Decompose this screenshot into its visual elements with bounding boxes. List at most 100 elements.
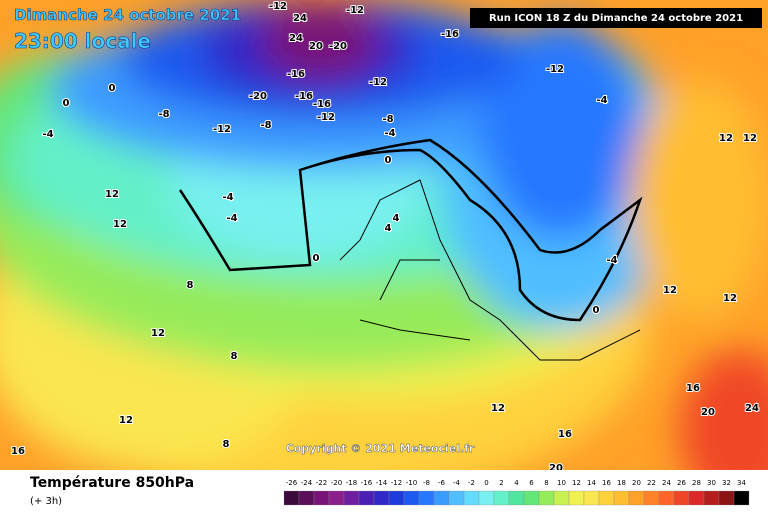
scale-label: -4 — [453, 479, 461, 487]
scale-swatch — [628, 490, 645, 506]
map-value-label: -12 — [546, 64, 564, 75]
scale-label: 14 — [587, 479, 596, 487]
map-value-label: 12 — [151, 328, 165, 339]
map-value-label: -4 — [384, 128, 395, 139]
map-value-label: -4 — [596, 95, 607, 106]
map-value-label: 4 — [385, 223, 392, 234]
map-value-label: 4 — [393, 213, 400, 224]
map-value-label: -12 — [269, 1, 287, 12]
scale-label: 6 — [529, 479, 534, 487]
map-value-label: 0 — [385, 155, 392, 166]
map-value-label: -16 — [441, 29, 459, 40]
map-value-label: 12 — [723, 293, 737, 304]
scale-label: 16 — [602, 479, 611, 487]
map-value-label: 8 — [231, 351, 238, 362]
scale-swatch — [553, 490, 570, 506]
map-value-label: -12 — [369, 77, 387, 88]
scale-swatch — [403, 490, 420, 506]
scale-label: 28 — [692, 479, 701, 487]
map-value-label: 20 — [309, 41, 323, 52]
scale-swatch — [613, 490, 630, 506]
map-value-label: -8 — [260, 120, 271, 131]
coastline — [339, 179, 641, 361]
scale-swatch — [703, 490, 720, 506]
map-value-label: 12 — [663, 285, 677, 296]
map-value-label: 20 — [549, 463, 563, 474]
map-value-label: -16 — [295, 91, 313, 102]
map-value-label: -8 — [382, 114, 393, 125]
map-value-label: 12 — [719, 133, 733, 144]
map-value-label: -8 — [158, 109, 169, 120]
scale-label: 18 — [617, 479, 626, 487]
map-value-label: 16 — [11, 446, 25, 457]
scale-label: -12 — [391, 479, 402, 487]
map-value-label: 20 — [701, 407, 715, 418]
scale-swatch — [343, 490, 360, 506]
map-value-label: -20 — [329, 41, 347, 52]
scale-label: 32 — [722, 479, 731, 487]
map-value-label: 8 — [223, 439, 230, 450]
scale-swatch — [568, 490, 585, 506]
color-scale: -26 -24 -22 -20 -18 -16 -14 -12 -10 -8 -6 -4 -2 0 2 4 6 8… — [283, 479, 750, 506]
scale-swatch — [463, 490, 480, 506]
isotherm-zero — [178, 138, 643, 322]
scale-swatch — [718, 490, 735, 506]
map-value-label: 0 — [63, 98, 70, 109]
scale-swatch — [523, 490, 540, 506]
scale-swatch — [688, 490, 705, 506]
map-value-label: 12 — [491, 403, 505, 414]
scale-swatch — [328, 490, 345, 506]
scale-swatch — [358, 490, 375, 506]
map-value-label: 24 — [745, 403, 759, 414]
scale-swatch — [478, 490, 495, 506]
scale-swatch — [418, 490, 435, 506]
map-value-label: 12 — [105, 189, 119, 200]
scale-label: 2 — [499, 479, 503, 487]
map-value-label: 12 — [743, 133, 757, 144]
map-value-label: 16 — [686, 383, 700, 394]
scale-swatch — [433, 490, 450, 506]
scale-label: -14 — [376, 479, 388, 487]
map-value-label: -4 — [222, 192, 233, 203]
scale-label: -26 — [286, 479, 298, 487]
scale-label: 24 — [662, 479, 671, 487]
scale-label: -22 — [316, 479, 327, 487]
map-value-label: 0 — [313, 253, 320, 264]
scale-label: -8 — [423, 479, 430, 487]
scale-swatch — [388, 490, 405, 506]
map-value-label: -16 — [287, 69, 305, 80]
scale-swatch — [583, 490, 600, 506]
footer-lead: (+ 3h) — [30, 496, 62, 507]
scale-label: 22 — [647, 479, 656, 487]
scale-label: 34 — [737, 479, 746, 487]
scale-label: -16 — [361, 479, 373, 487]
scale-swatch — [643, 490, 660, 506]
map-value-label: -16 — [313, 99, 331, 110]
scale-label: 30 — [707, 479, 716, 487]
map-value-label: -4 — [226, 213, 237, 224]
map-value-label: -12 — [213, 124, 231, 135]
scale-label: 10 — [557, 479, 566, 487]
scale-swatch — [538, 490, 555, 506]
map-value-label: -4 — [606, 255, 617, 266]
scale-label: -18 — [346, 479, 357, 487]
scale-label: -2 — [468, 479, 475, 487]
map-value-label: -20 — [249, 91, 267, 102]
scale-swatch — [658, 490, 675, 506]
scale-swatch — [373, 490, 390, 506]
map-value-label: 12 — [113, 219, 127, 230]
map-value-label: 0 — [109, 83, 116, 94]
scale-swatch — [598, 490, 615, 506]
scale-label: -6 — [438, 479, 446, 487]
scale-swatch — [508, 490, 525, 506]
date-label: Dimanche 24 octobre 2021 — [14, 6, 241, 24]
scale-label: 12 — [572, 479, 581, 487]
scale-label: 26 — [677, 479, 686, 487]
map-value-label: -12 — [346, 5, 364, 16]
map-value-label: 24 — [293, 13, 307, 24]
map-value-label: -12 — [317, 112, 335, 123]
map-value-label: -4 — [42, 129, 53, 140]
run-label: Run ICON 18 Z du Dimanche 24 octobre 202… — [489, 13, 743, 24]
